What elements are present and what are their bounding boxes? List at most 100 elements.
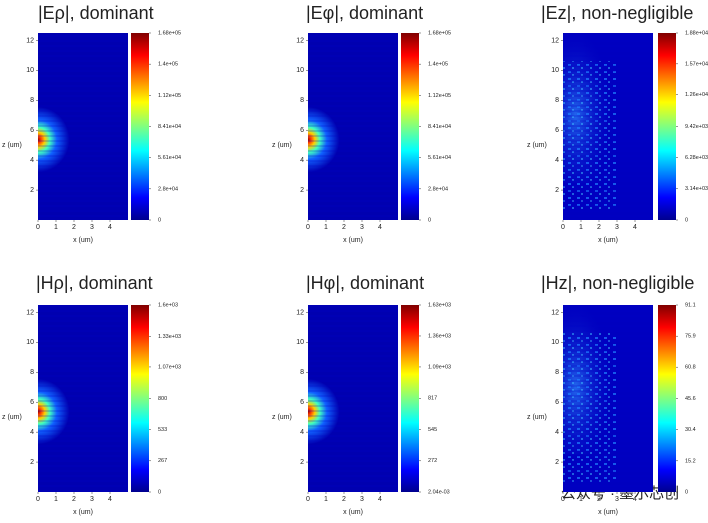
y-tick-label: 4 <box>300 157 304 164</box>
colorbar-label: 0 <box>158 217 161 223</box>
x-tick-label: 0 <box>561 496 565 503</box>
y-tick-label: 2 <box>300 187 304 194</box>
colorbar-label: 30.4 <box>685 427 696 433</box>
x-tick-label: 1 <box>54 224 58 231</box>
x-tick-label: 3 <box>90 496 94 503</box>
colorbar <box>658 305 676 492</box>
colorbar-label: 0 <box>685 489 688 495</box>
colorbar-label: 0 <box>158 489 161 495</box>
y-axis-label: z (um) <box>527 414 547 421</box>
y-tick-label: 4 <box>30 429 34 436</box>
x-tick-label: 2 <box>72 496 76 503</box>
y-axis-label: z (um) <box>272 142 292 149</box>
x-tick-label: 2 <box>342 224 346 231</box>
x-tick-label: 1 <box>579 224 583 231</box>
panel-title: |Hφ|, dominant <box>306 273 424 293</box>
y-tick-label: 12 <box>26 37 34 44</box>
colorbar-label: 91.1 <box>685 302 696 308</box>
y-tick-label: 4 <box>555 429 559 436</box>
y-tick-label: 12 <box>296 309 304 316</box>
y-axis-label: z (um) <box>2 142 22 149</box>
y-tick-label: 6 <box>30 127 34 134</box>
colorbar-label: 60.8 <box>685 365 696 371</box>
y-tick-label: 10 <box>26 67 34 74</box>
colorbar-label: 1.88e+04 <box>685 30 708 36</box>
y-tick-label: 8 <box>555 97 559 104</box>
colorbar-label: 545 <box>428 427 437 433</box>
y-tick-label: 10 <box>551 67 559 74</box>
colorbar-label: 0 <box>685 217 688 223</box>
field-fringes <box>308 305 398 492</box>
y-tick-label: 6 <box>555 399 559 406</box>
field-fringes <box>38 33 128 220</box>
colorbar-label: 0 <box>428 217 431 223</box>
colorbar <box>131 33 149 220</box>
x-tick-label: 1 <box>54 496 58 503</box>
x-tick-label: 1 <box>324 496 328 503</box>
y-tick-label: 10 <box>296 339 304 346</box>
colorbar-label: 1.26e+04 <box>685 92 708 98</box>
x-tick-label: 0 <box>306 224 310 231</box>
colorbar-label: 533 <box>158 427 167 433</box>
y-tick-label: 12 <box>26 309 34 316</box>
y-axis-label: z (um) <box>2 414 22 421</box>
x-tick-label: 3 <box>90 224 94 231</box>
x-tick-label: 4 <box>633 224 637 231</box>
colorbar-label: 5.61e+04 <box>428 155 451 161</box>
colorbar-label: 1.33e+03 <box>158 334 181 340</box>
x-axis-label: x (um) <box>73 237 93 244</box>
x-tick-label: 3 <box>360 224 364 231</box>
panel-title: |Eφ|, dominant <box>306 3 423 23</box>
x-tick-label: 0 <box>306 496 310 503</box>
y-tick-label: 8 <box>30 97 34 104</box>
x-tick-label: 1 <box>324 224 328 231</box>
x-axis-label: x (um) <box>343 237 363 244</box>
x-axis-label: x (um) <box>73 509 93 516</box>
x-tick-label: 0 <box>561 224 565 231</box>
colorbar-label: 1.6e+03 <box>158 302 178 308</box>
y-tick-label: 8 <box>30 369 34 376</box>
y-tick-label: 2 <box>300 459 304 466</box>
colorbar-label: 8.41e+04 <box>428 124 451 130</box>
field-fringes <box>308 33 398 220</box>
y-tick-label: 12 <box>551 309 559 316</box>
panel-title: |Hz|, non-negligible <box>541 273 694 293</box>
x-axis-label: x (um) <box>343 509 363 516</box>
colorbar-label: 272 <box>428 458 437 464</box>
colorbar-label: 6.28e+03 <box>685 155 708 161</box>
colorbar-label: 2.04e-03 <box>428 489 450 495</box>
y-tick-label: 8 <box>300 369 304 376</box>
colorbar-label: 1.57e+04 <box>685 61 708 67</box>
colorbar-label: 817 <box>428 396 437 402</box>
y-tick-label: 6 <box>300 127 304 134</box>
x-tick-label: 3 <box>615 224 619 231</box>
y-axis-label: z (um) <box>527 142 547 149</box>
x-tick-label: 2 <box>342 496 346 503</box>
colorbar-label: 15.2 <box>685 458 696 464</box>
colorbar-label: 1.68e+05 <box>428 30 451 36</box>
y-tick-label: 4 <box>555 157 559 164</box>
colorbar-label: 2.8e+04 <box>158 186 178 192</box>
y-tick-label: 6 <box>30 399 34 406</box>
x-tick-label: 0 <box>36 224 40 231</box>
x-axis-label: x (um) <box>598 237 618 244</box>
colorbar-label: 1.63e+03 <box>428 302 451 308</box>
colorbar-label: 1.09e+03 <box>428 364 451 370</box>
colorbar-label: 267 <box>158 458 167 464</box>
x-tick-label: 4 <box>378 496 382 503</box>
y-tick-label: 2 <box>30 187 34 194</box>
panel-title: |Eρ|, dominant <box>38 3 154 23</box>
colorbar-label: 9.42e+03 <box>685 124 708 130</box>
y-tick-label: 12 <box>296 37 304 44</box>
colorbar-label: 45.6 <box>685 396 696 402</box>
y-tick-label: 6 <box>555 127 559 134</box>
panel-title: |Ez|, non-negligible <box>541 3 693 23</box>
colorbar-label: 1.12e+05 <box>158 93 181 99</box>
colorbar-label: 1.4e+05 <box>428 62 448 68</box>
y-tick-label: 10 <box>551 339 559 346</box>
y-tick-label: 8 <box>555 369 559 376</box>
colorbar <box>401 33 419 220</box>
colorbar-label: 1.12e+05 <box>428 93 451 99</box>
colorbar-label: 1.07e+03 <box>158 364 181 370</box>
